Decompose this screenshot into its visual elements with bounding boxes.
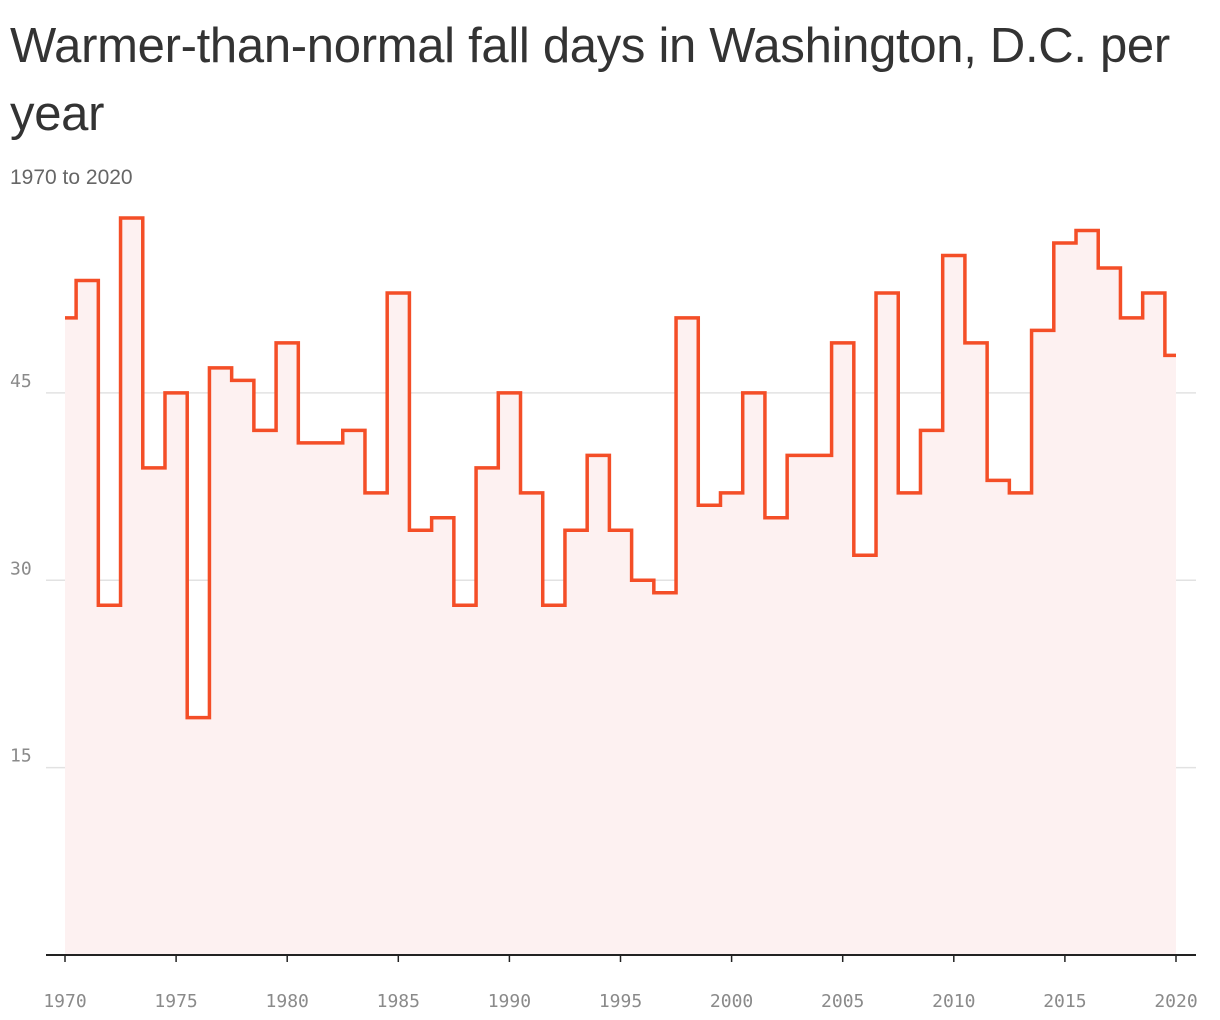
series-area [65, 218, 1176, 955]
x-tick-label-1980: 1980 [266, 991, 309, 1012]
x-tick-label-2010: 2010 [932, 991, 975, 1012]
y-tick-labels: 15 30 45 [10, 371, 32, 767]
x-tick-label-1985: 1985 [377, 991, 420, 1012]
x-tick-labels: 1970 1975 1980 1985 1990 1995 2000 2005 2010 2015… [43, 991, 1197, 1012]
x-axis [46, 954, 1196, 962]
chart-subtitle: 1970 to 2020 [10, 166, 133, 189]
series-line [65, 216, 1176, 720]
x-tick-label-1970: 1970 [43, 991, 86, 1012]
x-tick-label-2005: 2005 [821, 991, 864, 1012]
x-tick-label-2020: 2020 [1154, 991, 1197, 1012]
y-tick-label-15: 15 [10, 746, 32, 767]
y-tick-label-30: 30 [10, 558, 32, 579]
x-tick-label-1995: 1995 [599, 991, 642, 1012]
x-tick-label-1990: 1990 [488, 991, 531, 1012]
area-fill-layer [65, 218, 1176, 955]
y-tick-label-45: 45 [10, 371, 32, 392]
x-tick-label-2000: 2000 [710, 991, 753, 1012]
x-tick-label-1975: 1975 [154, 991, 197, 1012]
series-line-layer [65, 216, 1176, 720]
chart-title: Warmer-than-normal fall days in Washingt… [10, 19, 1170, 141]
x-tick-label-2015: 2015 [1043, 991, 1086, 1012]
